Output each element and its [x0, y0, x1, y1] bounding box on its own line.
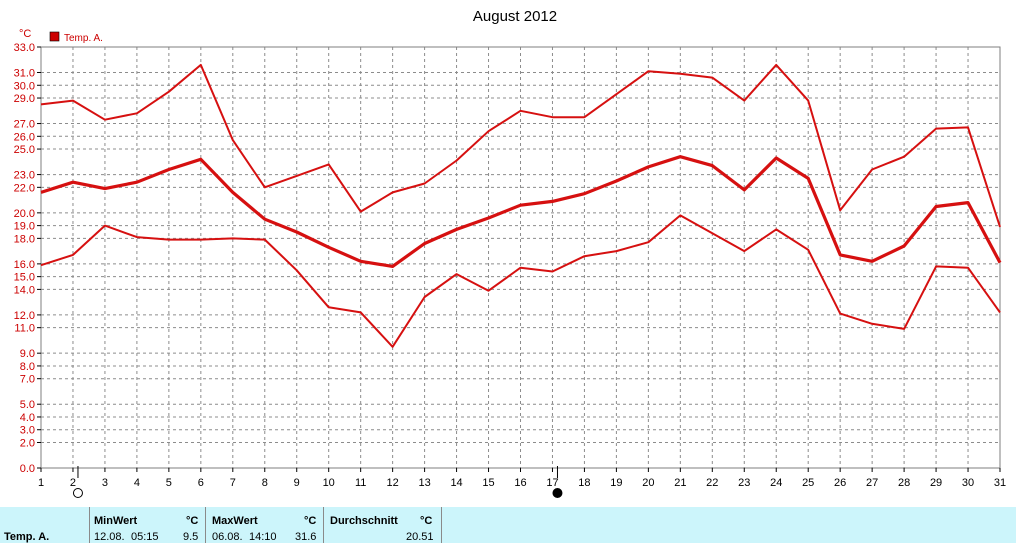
x-tick-label: 13	[418, 477, 430, 489]
y-tick-label: 11.0	[14, 323, 35, 335]
y-tick-label: 8.0	[20, 361, 35, 373]
min-unit: °C	[186, 515, 199, 527]
x-tick-label: 3	[102, 477, 108, 489]
min-header: MinWert	[94, 515, 138, 527]
y-tick-label: 14.0	[14, 284, 35, 296]
y-tick-label: 4.0	[20, 412, 35, 424]
x-tick-label: 22	[706, 477, 718, 489]
y-tick-label: 7.0	[20, 374, 35, 386]
x-tick-label: 30	[962, 477, 974, 489]
series-line-max	[40, 63, 1001, 228]
footer-series-label: Temp. A.	[4, 531, 50, 543]
y-tick-label: 25.0	[14, 144, 35, 156]
series-lines	[40, 63, 1002, 348]
max-header: MaxWert	[212, 515, 258, 527]
y-tick-label: 22.0	[14, 182, 35, 194]
series-line-min	[40, 214, 1001, 348]
max-unit: °C	[304, 515, 317, 527]
footer-max-cell: MaxWert °C 06.08. 14:10 31.6	[206, 507, 324, 543]
series-line-average	[40, 155, 1002, 268]
x-tick-label: 12	[387, 477, 399, 489]
x-tick-label: 29	[930, 477, 942, 489]
legend-label: Temp. A.	[64, 33, 103, 44]
chart-grid	[41, 47, 1000, 468]
x-tick-label: 21	[674, 477, 686, 489]
y-tick-label: 15.0	[14, 272, 35, 284]
x-tick-label: 15	[482, 477, 494, 489]
y-tick-label: 30.0	[14, 80, 35, 92]
x-tick-label: 1	[38, 477, 44, 489]
x-tick-label: 31	[994, 477, 1006, 489]
x-tick-label: 7	[230, 477, 236, 489]
min-time: 05:15	[131, 531, 159, 543]
y-tick-label: 16.0	[14, 259, 35, 271]
min-date: 12.08.	[94, 531, 125, 543]
x-tick-label: 28	[898, 477, 910, 489]
average-header: Durchschnitt	[330, 515, 398, 527]
x-tick-label: 25	[802, 477, 814, 489]
y-tick-label: 29.0	[14, 93, 35, 105]
x-tick-label: 4	[134, 477, 140, 489]
y-tick-label: 19.0	[14, 221, 35, 233]
temperature-chart: August 2012 °C Temp. A. 0.0 2.03.04.05.0 7…	[14, 8, 1006, 498]
max-value: 31.6	[295, 531, 317, 543]
x-tick-label: 27	[866, 477, 878, 489]
y-tick-label: 23.0	[14, 170, 35, 182]
y-tick-label: 18.0	[14, 233, 35, 245]
x-tick-label: 9	[294, 477, 300, 489]
y-axis-unit-label: °C	[19, 28, 31, 40]
footer-min-cell: MinWert °C 12.08. 05:15 9.5	[90, 507, 206, 543]
x-tick-label: 2	[70, 477, 76, 489]
x-tick-label: 16	[514, 477, 526, 489]
x-tick-label: 17	[546, 477, 558, 489]
footer-average-cell: Durchschnitt °C 20.51	[324, 507, 442, 543]
x-tick-label: 8	[262, 477, 268, 489]
x-tick-label: 19	[610, 477, 622, 489]
average-unit: °C	[420, 515, 433, 527]
y-tick-label: 20.0	[14, 208, 35, 220]
y-tick-label: 0.0	[20, 463, 35, 475]
min-value: 9.5	[183, 531, 199, 543]
x-tick-label: 20	[642, 477, 654, 489]
x-tick-label: 26	[834, 477, 846, 489]
full-moon-icon	[72, 488, 83, 498]
y-tick-label: 5.0	[20, 399, 35, 411]
x-tick-label: 11	[355, 477, 366, 489]
legend-swatch	[49, 31, 60, 42]
max-date: 06.08.	[212, 531, 243, 543]
max-time: 14:10	[249, 531, 277, 543]
x-tick-label: 5	[166, 477, 172, 489]
y-tick-label: 33.0	[14, 42, 35, 54]
average-value: 20.51	[406, 531, 434, 543]
y-tick-label: 3.0	[20, 425, 35, 437]
x-tick-label: 14	[450, 477, 462, 489]
y-tick-label: 27.0	[14, 119, 35, 131]
y-tick-label: 12.0	[14, 310, 35, 322]
x-axis: 1 2 3 4 5 6 7 8 9 10 11 12 13 14 15 16 17 18 19 20 21 22 23 24 2…	[38, 468, 1006, 489]
y-axis: 0.0 2.03.04.05.0 7.08.09.0 11.012.0 14.015.0…	[14, 42, 41, 475]
x-tick-label: 6	[198, 477, 204, 489]
y-tick-label: 31.0	[14, 68, 35, 80]
x-tick-label: 10	[323, 477, 335, 489]
y-tick-label: 9.0	[20, 348, 35, 360]
statistics-footer: Temp. A. MinWert °C 12.08. 05:15 9.5 Max…	[0, 507, 1016, 543]
y-tick-label: 26.0	[14, 131, 35, 143]
x-tick-label: 24	[770, 477, 782, 489]
new-moon-icon	[552, 488, 563, 498]
x-tick-label: 18	[578, 477, 590, 489]
x-tick-label: 23	[738, 477, 750, 489]
moon-phases	[72, 466, 563, 498]
footer-series-cell: Temp. A.	[0, 507, 90, 543]
chart-title: August 2012	[473, 8, 557, 25]
y-tick-label: 2.0	[20, 437, 35, 449]
